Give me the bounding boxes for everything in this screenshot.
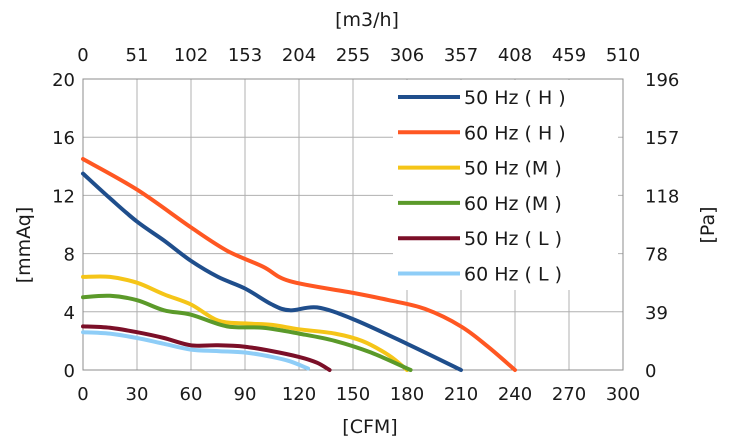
x-tick-label-top: 510 [606, 45, 640, 66]
y-tick-label-right: 0 [645, 361, 656, 382]
y-tick-label-left: 12 [52, 186, 75, 207]
x-axis-title-top: [m3/h] [335, 9, 399, 31]
y-tick-label-right: 39 [645, 303, 668, 324]
y-tick-label-right: 157 [645, 128, 679, 149]
x-tick-label-bottom: 120 [282, 384, 316, 405]
series-lines [81, 157, 517, 372]
x-tick-label-top: 51 [126, 45, 149, 66]
series-line-3 [81, 274, 409, 372]
legend-label: 50 Hz ( H ) [464, 87, 566, 109]
y-tick-label-right: 196 [645, 70, 679, 91]
x-tick-label-top: 0 [77, 45, 88, 66]
legend-label: 60 Hz ( H ) [464, 122, 566, 144]
x-tick-label-bottom: 270 [552, 384, 586, 405]
x-tick-label-top: 357 [444, 45, 478, 66]
legend-label: 60 Hz (M ) [464, 193, 562, 215]
series-line-2 [81, 157, 517, 372]
y-axis-title-left: [mmAq] [13, 207, 35, 284]
y-tick-label-left: 0 [64, 361, 75, 382]
x-tick-label-top: 204 [282, 45, 316, 66]
x-tick-label-top: 255 [336, 45, 370, 66]
y-tick-label-right: 118 [645, 186, 679, 207]
series-line-6 [81, 330, 310, 371]
legend-label: 60 Hz ( L ) [464, 264, 562, 286]
legend: 50 Hz ( H ) 60 Hz ( H ) 50 Hz (M ) 60 Hz (M… [393, 80, 618, 290]
x-tick-label-bottom: 30 [126, 384, 149, 405]
legend-label: 50 Hz (M ) [464, 158, 562, 180]
plot-frame [82, 78, 624, 371]
x-tick-label-bottom: 90 [234, 384, 257, 405]
y-tick-label-right: 78 [645, 245, 668, 266]
y-tick-label-left: 4 [64, 303, 75, 324]
series-line-4 [81, 293, 413, 372]
x-tick-label-top: 102 [174, 45, 208, 66]
legend-background [393, 80, 618, 290]
series-line-1 [81, 171, 463, 372]
x-tick-label-bottom: 60 [180, 384, 203, 405]
y-tick-label-left: 20 [52, 70, 75, 91]
x-tick-label-top: 153 [228, 45, 262, 66]
x-tick-label-bottom: 0 [77, 384, 88, 405]
y-tick-label-left: 16 [52, 128, 75, 149]
x-tick-label-top: 408 [498, 45, 532, 66]
x-tick-label-bottom: 240 [498, 384, 532, 405]
y-tick-label-left: 8 [64, 245, 75, 266]
x-tick-label-bottom: 180 [390, 384, 424, 405]
legend-label: 50 Hz ( L ) [464, 228, 562, 250]
x-axis-title-bottom: [CFM] [342, 416, 397, 438]
series-line-5 [81, 324, 332, 372]
x-tick-label-top: 306 [390, 45, 424, 66]
x-tick-label-top: 459 [552, 45, 586, 66]
x-tick-label-bottom: 300 [606, 384, 640, 405]
x-tick-label-bottom: 210 [444, 384, 478, 405]
y-axis-title-right: [Pa] [697, 206, 719, 243]
x-tick-label-bottom: 150 [336, 384, 370, 405]
